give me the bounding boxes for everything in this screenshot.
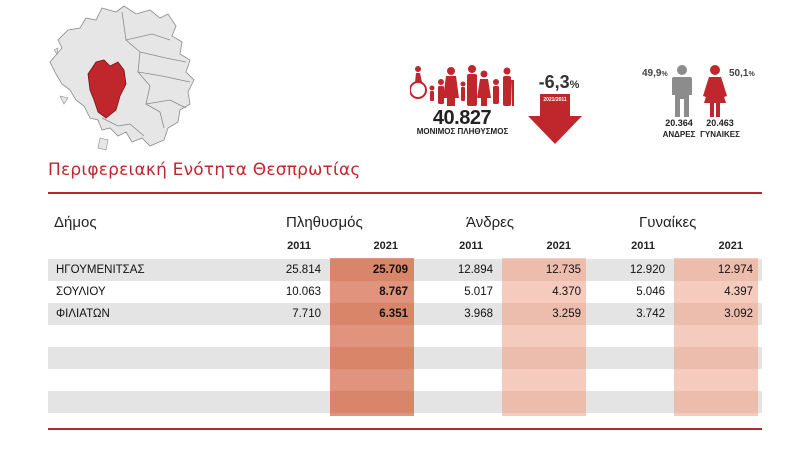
municipality-name: ΗΓΟΥΜΕΝΙΤΣΑΣ [56, 264, 145, 276]
cell-highlight [330, 259, 414, 281]
table-row: ΦΙΛΙΑΤΩΝ 7.710 6.351 3.968 3.259 3.742 3… [48, 303, 762, 325]
population-change-value: -6,3 [538, 72, 570, 92]
cell-highlight [502, 259, 586, 281]
population-2021: 8.767 [379, 286, 408, 298]
men-2011: 12.894 [457, 264, 493, 276]
men-percent: 49,9% [642, 68, 668, 79]
population-caption: ΜΟΝΙΜΟΣ ΠΛΗΘΥΣΜΟΣ [416, 127, 509, 136]
women-percent-symbol: % [748, 71, 755, 78]
cell-highlight [330, 303, 414, 325]
women-2021-column-bg [674, 258, 758, 416]
population-change: -6,3% [534, 72, 584, 93]
empty-row [48, 391, 762, 413]
cell-highlight [502, 347, 586, 369]
women-2021: 3.092 [724, 308, 753, 320]
header-women: Γυναίκες [639, 214, 697, 231]
region-map [49, 5, 195, 151]
population-2021: 25.709 [372, 264, 408, 276]
municipality-name: ΣΟΥΛΙΟΥ [56, 286, 106, 298]
men-2021: 4.370 [552, 286, 581, 298]
population-total: 40.827 [432, 107, 492, 129]
women-percent: 50,1% [729, 68, 755, 79]
map-thesprotia-highlight [87, 59, 127, 119]
year-header: 2021 [546, 240, 571, 252]
cell-highlight [674, 391, 758, 413]
men-percent-value: 49,9 [642, 68, 662, 79]
population-2011: 7.710 [292, 308, 321, 320]
cell-highlight [674, 347, 758, 369]
year-header: 2011 [287, 240, 311, 252]
empty-row [48, 325, 762, 347]
cell-highlight [330, 347, 414, 369]
population-2011: 25.814 [285, 264, 321, 276]
empty-row [48, 369, 762, 391]
men-2021: 12.735 [545, 264, 581, 276]
men-2021-column-bg [502, 258, 586, 416]
population-table: Δήμος Πληθυσμός Άνδρες Γυναίκες 2011 202… [48, 200, 762, 430]
header-population: Πληθυσμός [286, 214, 363, 231]
change-period: 2021/2011 [543, 97, 567, 103]
map-region-borders [101, 11, 191, 137]
year-header: 2021 [373, 240, 398, 252]
women-2011: 5.046 [636, 286, 665, 298]
men-label: ΑΝΔΡΕΣ [662, 130, 696, 139]
population-2021: 6.351 [379, 308, 408, 320]
women-2011: 3.742 [636, 308, 665, 320]
empty-row [48, 347, 762, 369]
municipality-name: ΦΙΛΙΑΤΩΝ [56, 308, 110, 320]
header-municipality: Δήμος [54, 214, 97, 231]
woman-icon [703, 65, 727, 117]
down-arrow-icon [528, 94, 582, 144]
cell-highlight [674, 259, 758, 281]
divider-bottom [48, 428, 762, 430]
women-2011: 12.920 [629, 264, 665, 276]
table-row: ΣΟΥΛΙΟΥ 10.063 8.767 5.017 4.370 5.046 4… [48, 281, 762, 303]
population-change-unit: % [569, 79, 580, 91]
divider-top [48, 192, 762, 194]
year-header: 2021 [718, 240, 743, 252]
cell-highlight [674, 303, 758, 325]
cell-highlight [330, 391, 414, 413]
people-group-icon [410, 65, 514, 106]
population-2011: 10.063 [285, 286, 321, 298]
men-2011: 3.968 [464, 308, 493, 320]
man-icon [672, 65, 692, 117]
table-row: ΗΓΟΥΜΕΝΙΤΣΑΣ 25.814 25.709 12.894 12.735… [48, 259, 762, 281]
year-header: 2011 [631, 240, 655, 252]
population-2021-column-bg [330, 258, 414, 416]
women-2021: 4.397 [724, 286, 753, 298]
region-title: Περιφερειακή Ενότητα Θεσπρωτίας [48, 160, 361, 180]
men-2021: 3.259 [552, 308, 581, 320]
men-count: 20.364 [665, 118, 693, 128]
header-men: Άνδρες [466, 214, 515, 231]
women-count: 20.463 [706, 118, 734, 128]
women-2021: 12.974 [717, 264, 753, 276]
map-islands [53, 47, 109, 151]
cell-highlight [502, 391, 586, 413]
men-percent-symbol: % [661, 71, 668, 78]
year-header: 2011 [459, 240, 483, 252]
men-2011: 5.017 [464, 286, 493, 298]
women-percent-value: 50,1 [729, 68, 749, 79]
cell-highlight [502, 303, 586, 325]
women-label: ΓΥΝΑΙΚΕΣ [700, 130, 740, 139]
